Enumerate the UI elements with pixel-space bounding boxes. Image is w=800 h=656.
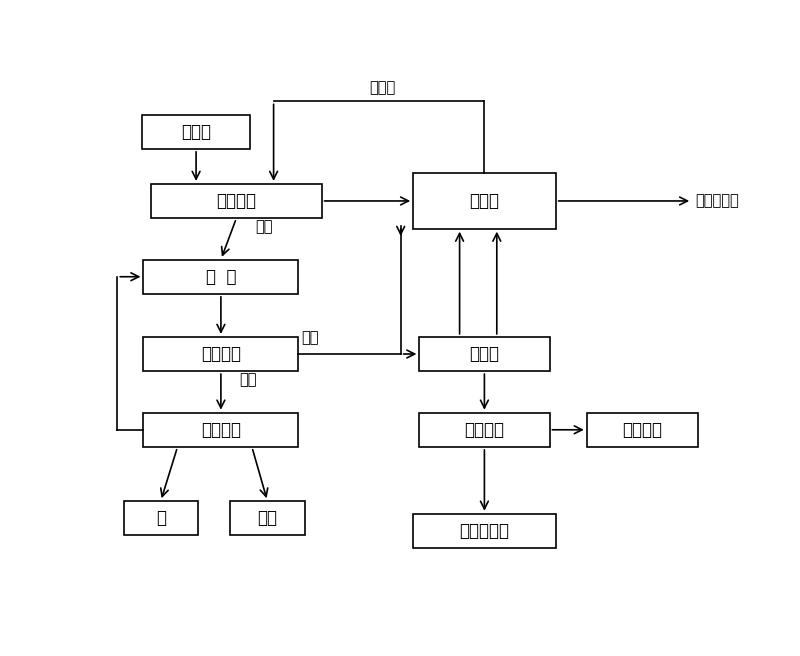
Text: 去废水处理: 去废水处理 xyxy=(459,522,510,540)
Text: 液体: 液体 xyxy=(239,372,257,387)
Text: 水: 水 xyxy=(156,509,166,527)
Bar xyxy=(413,173,556,229)
Bar xyxy=(586,413,698,447)
Text: 蒸汽: 蒸汽 xyxy=(255,219,273,234)
Text: 冷  凝: 冷 凝 xyxy=(206,268,236,286)
Text: 气体: 气体 xyxy=(302,330,319,345)
Bar xyxy=(143,337,298,371)
Bar xyxy=(419,413,550,447)
Bar xyxy=(143,413,298,447)
Text: 油水分离: 油水分离 xyxy=(201,420,241,439)
Bar xyxy=(413,514,556,548)
Bar xyxy=(151,184,322,218)
Bar xyxy=(123,501,198,535)
Bar xyxy=(142,115,250,149)
Text: 热解气: 热解气 xyxy=(370,81,396,95)
Bar xyxy=(419,337,550,371)
Text: 烟气处理: 烟气处理 xyxy=(464,420,504,439)
Text: 吸附剂产品: 吸附剂产品 xyxy=(695,194,739,209)
Text: 污泥干燥: 污泥干燥 xyxy=(216,192,256,210)
Text: 气液分离: 气液分离 xyxy=(201,345,241,363)
Text: 油相: 油相 xyxy=(258,509,278,527)
Text: 湿污泥: 湿污泥 xyxy=(181,123,211,141)
Text: 燃烧室: 燃烧室 xyxy=(470,192,499,210)
Bar xyxy=(230,501,305,535)
Text: 达标排放: 达标排放 xyxy=(622,420,662,439)
Text: 燃烧机: 燃烧机 xyxy=(470,345,499,363)
Bar xyxy=(143,260,298,294)
